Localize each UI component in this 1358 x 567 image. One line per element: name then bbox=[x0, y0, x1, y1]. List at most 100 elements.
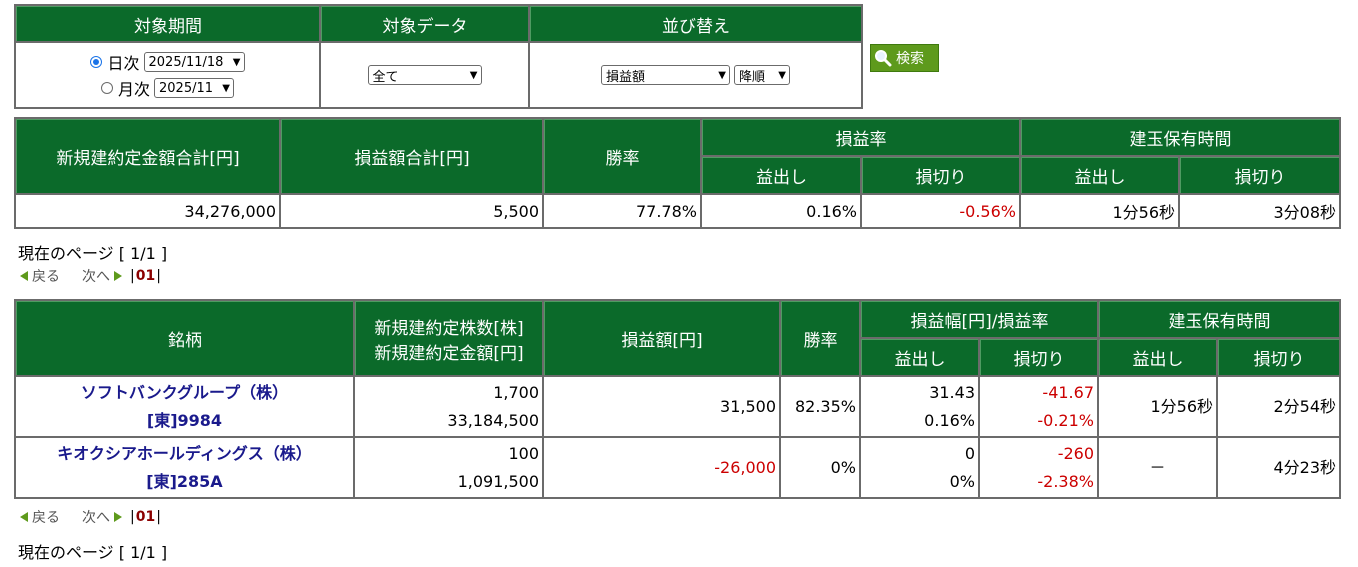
header-qty: 新規建約定株数[株] bbox=[374, 318, 524, 339]
profit-rate-value: 0.16% bbox=[924, 410, 975, 430]
chevron-down-icon: ▼ bbox=[222, 82, 230, 94]
header-stock: 銘柄 bbox=[16, 301, 353, 375]
hold-profit-value: － bbox=[1099, 438, 1216, 497]
profit-width-value: 31.43 bbox=[929, 382, 975, 402]
hold-loss-value: 2分54秒 bbox=[1218, 377, 1339, 436]
sort-order-select[interactable]: 降順 ▼ bbox=[734, 65, 790, 85]
win-rate-value: 0% bbox=[781, 438, 859, 497]
sort-order-value: 降順 bbox=[739, 69, 766, 85]
stock-name[interactable]: キオクシアホールディングス（株） bbox=[57, 443, 312, 463]
header-hold-profit: 益出し bbox=[1099, 339, 1216, 375]
loss-range-cell: -41.67 -0.21% bbox=[980, 377, 1097, 436]
header-hold-loss: 損切り bbox=[1180, 157, 1339, 193]
table-row: キオクシアホールディングス（株） [東]285A 100 1,091,500 -… bbox=[16, 438, 1339, 497]
daily-date-value: 2025/11/18 bbox=[148, 54, 224, 70]
header-total-pl: 損益額合計[円] bbox=[281, 119, 542, 193]
sort-cell: 損益額 ▼ 降順 ▼ bbox=[530, 43, 861, 107]
header-hold-time: 建玉保有時間 bbox=[1021, 119, 1339, 155]
header-total-amount: 新規建約定金額合計[円] bbox=[16, 119, 279, 193]
page-link-01[interactable]: 01 bbox=[135, 509, 156, 525]
back-link[interactable]: 戻る bbox=[32, 510, 60, 526]
win-rate-value: 77.78% bbox=[544, 195, 700, 227]
header-rate-profit: 益出し bbox=[702, 157, 860, 193]
header-win-rate: 勝率 bbox=[781, 301, 859, 375]
detail-table: 銘柄 新規建約定株数[株] 新規建約定金額[円] 損益額[円] 勝率 損益幅[円… bbox=[14, 299, 1341, 499]
chevron-down-icon: ▼ bbox=[232, 56, 241, 68]
header-hold-time: 建玉保有時間 bbox=[1099, 301, 1339, 337]
current-page-info: 現在のページ [ 1/1 ] bbox=[18, 244, 168, 263]
profit-width-value: 0 bbox=[964, 443, 975, 463]
sort-field-value: 損益額 bbox=[606, 69, 646, 85]
period-cell: 日次 2025/11/18 ▼ 月次 2025/11 ▼ bbox=[16, 43, 319, 107]
total-amount-value: 34,276,000 bbox=[16, 195, 279, 227]
data-select-value: 全て bbox=[372, 69, 399, 85]
chevron-down-icon: ▼ bbox=[469, 69, 478, 81]
stock-cell[interactable]: ソフトバンクグループ（株） [東]9984 bbox=[16, 377, 353, 436]
back-arrow-icon bbox=[20, 512, 28, 522]
amount-value: 1,091,500 bbox=[457, 471, 539, 491]
search-conditions-table: 対象期間 対象データ 並び替え 日次 2025/11/18 ▼ 月次 2025/… bbox=[14, 4, 863, 109]
next-link[interactable]: 次へ bbox=[82, 269, 110, 285]
current-page-info: 現在のページ [ 1/1 ] bbox=[18, 543, 168, 562]
search-button[interactable]: 検索 bbox=[870, 44, 939, 72]
qty-amount-cell: 1,700 33,184,500 bbox=[355, 377, 542, 436]
header-hold-profit: 益出し bbox=[1021, 157, 1178, 193]
stock-code: [東]285A bbox=[146, 471, 223, 491]
search-button-label: 検索 bbox=[896, 51, 924, 67]
rate-profit-value: 0.16% bbox=[702, 195, 860, 227]
hold-loss-value: 4分23秒 bbox=[1218, 438, 1339, 497]
header-win-rate: 勝率 bbox=[544, 119, 700, 193]
profit-range-cell: 0 0% bbox=[861, 438, 978, 497]
page-separator: | bbox=[130, 268, 135, 284]
monthly-radio[interactable] bbox=[100, 82, 113, 94]
amount-value: 33,184,500 bbox=[447, 410, 539, 430]
monthly-label: 月次 bbox=[117, 80, 150, 99]
shares-value: 1,700 bbox=[493, 382, 539, 402]
qty-amount-cell: 100 1,091,500 bbox=[355, 438, 542, 497]
data-select[interactable]: 全て ▼ bbox=[367, 65, 482, 85]
page-separator: | bbox=[156, 509, 161, 525]
magnifier-icon bbox=[874, 49, 892, 67]
next-arrow-icon bbox=[114, 271, 122, 281]
header-qty-amount: 新規建約定株数[株] 新規建約定金額[円] bbox=[355, 301, 542, 375]
pl-value: 31,500 bbox=[544, 377, 779, 436]
loss-rate-value: -0.21% bbox=[1037, 410, 1094, 430]
monthly-date-select[interactable]: 2025/11 ▼ bbox=[154, 78, 234, 98]
table-row: ソフトバンクグループ（株） [東]9984 1,700 33,184,500 3… bbox=[16, 377, 1339, 436]
header-pl-range: 損益幅[円]/損益率 bbox=[861, 301, 1097, 337]
page-link-01[interactable]: 01 bbox=[135, 268, 156, 284]
header-rate-loss: 損切り bbox=[862, 157, 1019, 193]
sort-field-select[interactable]: 損益額 ▼ bbox=[601, 65, 730, 85]
daily-date-select[interactable]: 2025/11/18 ▼ bbox=[143, 52, 245, 72]
chevron-down-icon: ▼ bbox=[778, 69, 786, 81]
header-hold-loss: 損切り bbox=[1218, 339, 1339, 375]
rate-loss-value: -0.56% bbox=[862, 195, 1019, 227]
pl-value: -26,000 bbox=[544, 438, 779, 497]
back-link[interactable]: 戻る bbox=[32, 269, 60, 285]
header-range-loss: 損切り bbox=[980, 339, 1097, 375]
header-period: 対象期間 bbox=[16, 6, 319, 41]
pager-bottom: 戻る 次へ | 01 | bbox=[20, 507, 161, 527]
pager-top: 戻る 次へ | 01 | bbox=[20, 266, 161, 286]
profit-range-cell: 31.43 0.16% bbox=[861, 377, 978, 436]
page-separator: | bbox=[130, 509, 135, 525]
profit-rate-value: 0% bbox=[949, 471, 975, 491]
stock-name[interactable]: ソフトバンクグループ（株） bbox=[80, 382, 289, 402]
header-sort: 並び替え bbox=[530, 6, 861, 41]
hold-loss-value: 3分08秒 bbox=[1180, 195, 1339, 227]
win-rate-value: 82.35% bbox=[781, 377, 859, 436]
loss-rate-value: -2.38% bbox=[1037, 471, 1094, 491]
loss-width-value: -260 bbox=[1057, 443, 1094, 463]
header-range-profit: 益出し bbox=[861, 339, 978, 375]
page-separator: | bbox=[156, 268, 161, 284]
hold-profit-value: 1分56秒 bbox=[1021, 195, 1178, 227]
daily-radio[interactable] bbox=[90, 56, 103, 68]
next-link[interactable]: 次へ bbox=[82, 510, 110, 526]
total-pl-value: 5,500 bbox=[281, 195, 542, 227]
header-data: 対象データ bbox=[321, 6, 528, 41]
loss-width-value: -41.67 bbox=[1042, 382, 1094, 402]
monthly-date-value: 2025/11 bbox=[159, 80, 214, 96]
header-amount: 新規建約定金額[円] bbox=[374, 343, 524, 364]
daily-label: 日次 bbox=[107, 54, 140, 73]
stock-cell[interactable]: キオクシアホールディングス（株） [東]285A bbox=[16, 438, 353, 497]
